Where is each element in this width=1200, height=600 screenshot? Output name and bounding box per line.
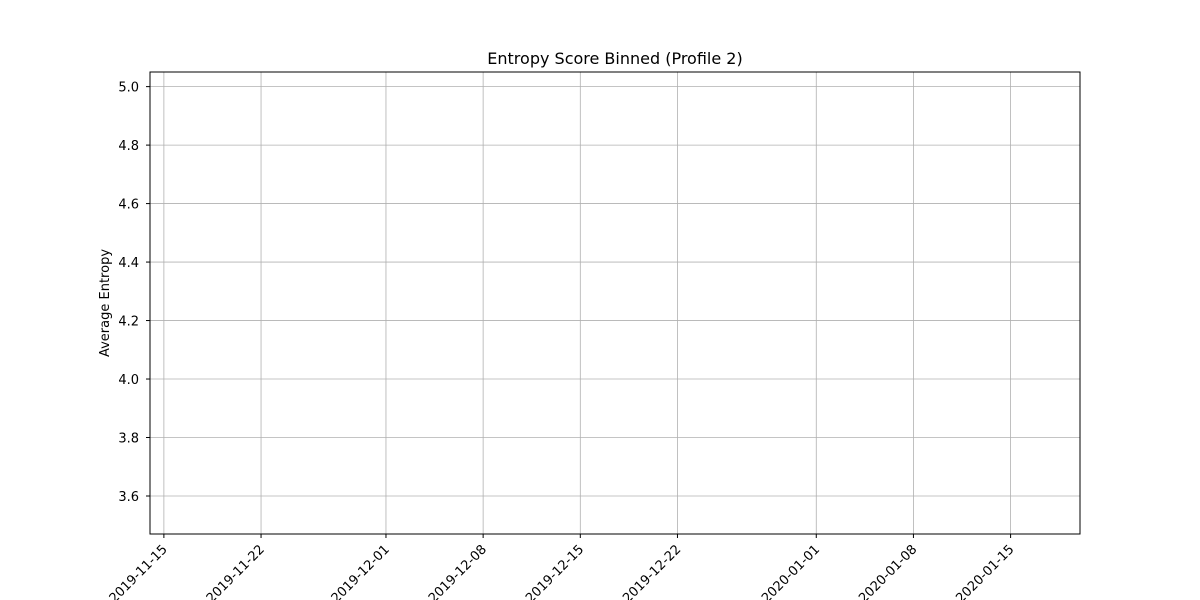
y-axis-ticks: 3.6 3.8 4.0 4.2 4.4 4.6 4.8 5.0 bbox=[118, 81, 150, 505]
y-tick-label: 4.6 bbox=[118, 198, 139, 213]
y-tick-label: 4.8 bbox=[118, 139, 139, 154]
y-tick-label: 5.0 bbox=[118, 81, 139, 96]
chart-title: Entropy Score Binned (Profile 2) bbox=[487, 49, 742, 68]
y-tick-label: 4.4 bbox=[118, 256, 139, 271]
y-gridlines bbox=[150, 86, 1080, 497]
y-tick-label: 4.2 bbox=[118, 315, 139, 330]
y-axis-label: Average Entropy bbox=[98, 249, 113, 357]
x-gridlines bbox=[163, 72, 1011, 534]
y-tick-label: 3.8 bbox=[118, 432, 139, 447]
y-tick-label: 3.6 bbox=[118, 490, 139, 505]
plot-area-frame bbox=[149, 71, 1081, 535]
y-tick-label: 4.0 bbox=[118, 373, 139, 388]
